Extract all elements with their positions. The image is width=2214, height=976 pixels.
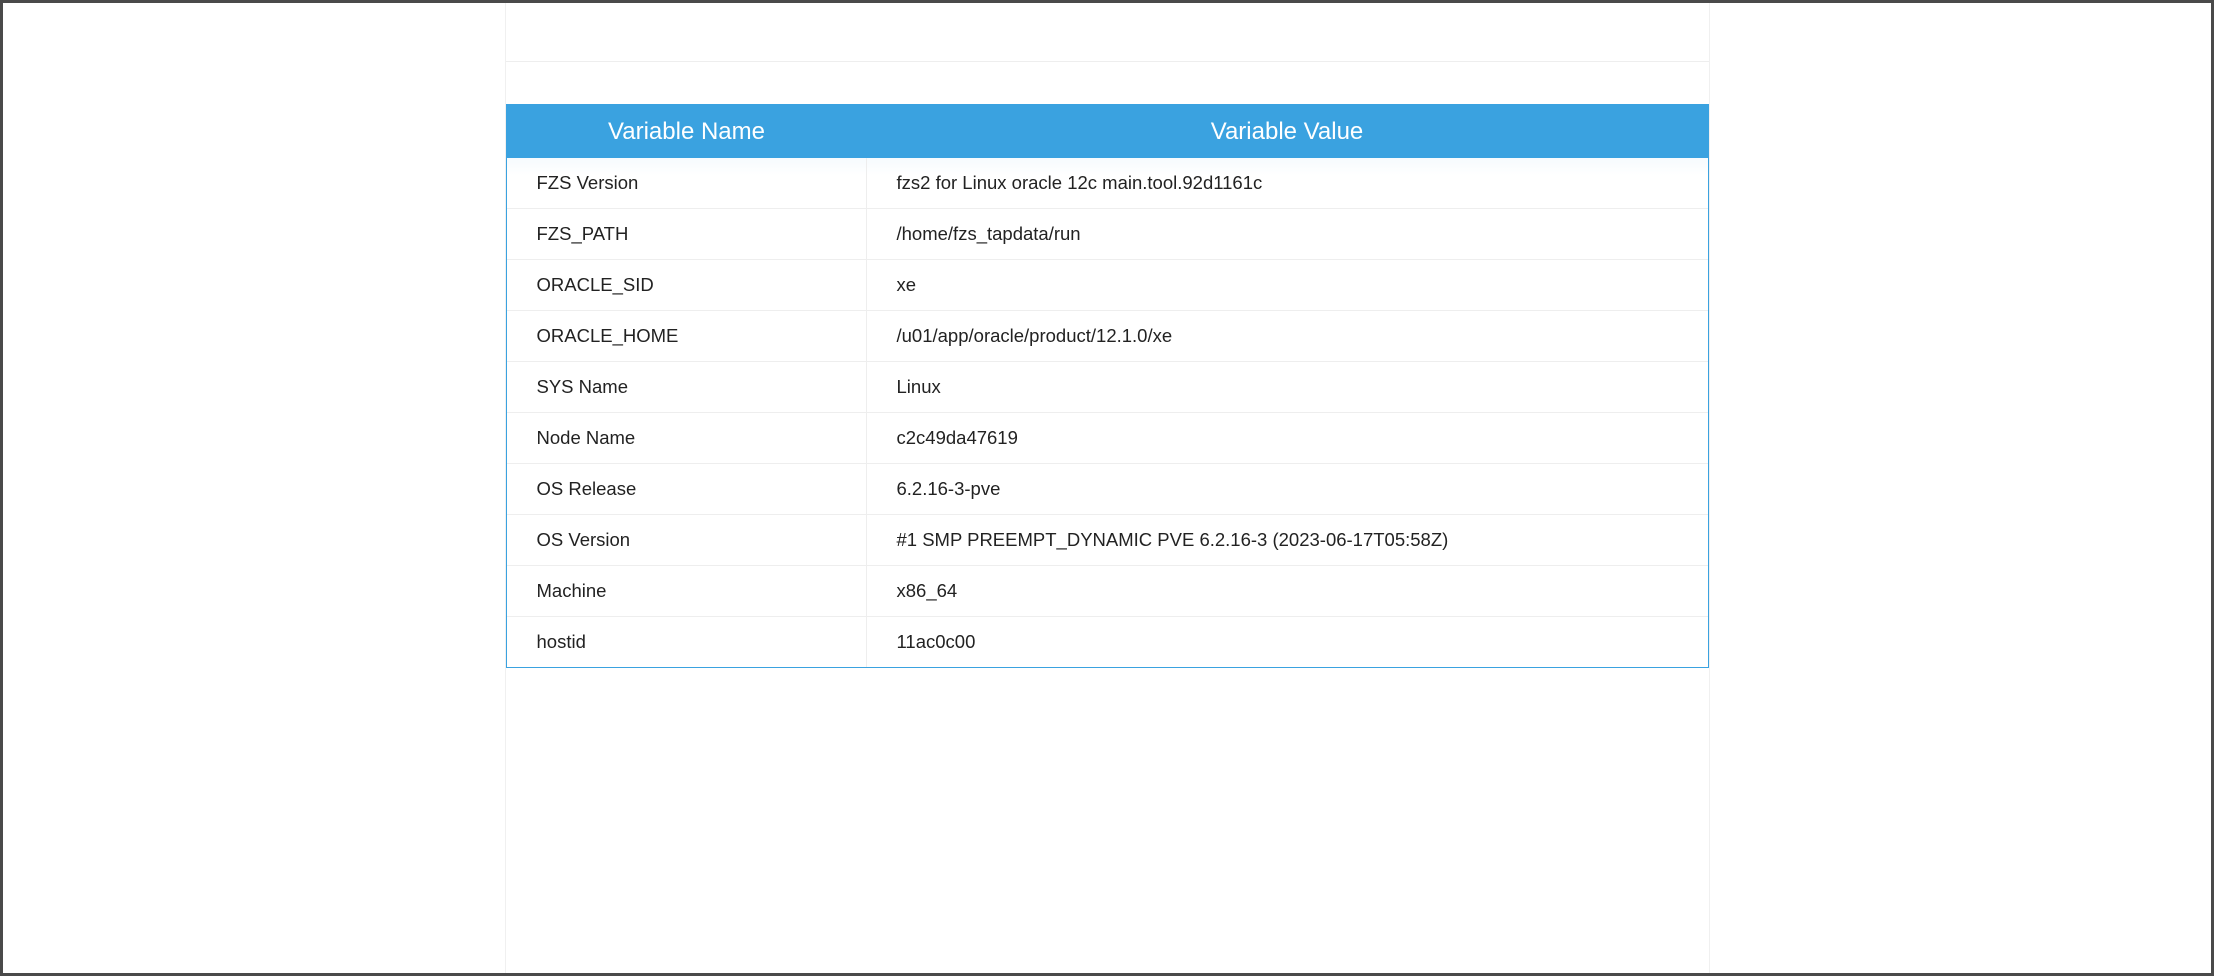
variables-table: Variable Name Variable Value FZS Version…	[506, 104, 1709, 668]
table-row: FZS_PATH /home/fzs_tapdata/run	[507, 208, 1708, 259]
cell-variable-value: /home/fzs_tapdata/run	[867, 208, 1708, 259]
table-row: SYS Name Linux	[507, 361, 1708, 412]
cell-variable-value: 6.2.16-3-pve	[867, 463, 1708, 514]
cell-variable-name: OS Release	[507, 463, 867, 514]
cell-variable-value: x86_64	[867, 565, 1708, 616]
cell-variable-value: /u01/app/oracle/product/12.1.0/xe	[867, 310, 1708, 361]
cell-variable-name: FZS Version	[507, 158, 867, 208]
cell-variable-name: Node Name	[507, 412, 867, 463]
cell-variable-value: fzs2 for Linux oracle 12c main.tool.92d1…	[867, 158, 1708, 208]
cell-variable-name: ORACLE_SID	[507, 259, 867, 310]
table-row: OS Release 6.2.16-3-pve	[507, 463, 1708, 514]
table-row: Machine x86_64	[507, 565, 1708, 616]
header-variable-name: Variable Name	[507, 105, 867, 158]
table-body: FZS Version fzs2 for Linux oracle 12c ma…	[507, 158, 1708, 667]
top-divider	[506, 61, 1709, 62]
header-variable-value: Variable Value	[867, 105, 1708, 158]
table-row: ORACLE_HOME /u01/app/oracle/product/12.1…	[507, 310, 1708, 361]
table-row: hostid 11ac0c00	[507, 616, 1708, 667]
cell-variable-value: 11ac0c00	[867, 616, 1708, 667]
cell-variable-value: c2c49da47619	[867, 412, 1708, 463]
table-row: FZS Version fzs2 for Linux oracle 12c ma…	[507, 158, 1708, 208]
cell-variable-name: OS Version	[507, 514, 867, 565]
cell-variable-name: hostid	[507, 616, 867, 667]
table-header-row: Variable Name Variable Value	[507, 105, 1708, 158]
cell-variable-name: Machine	[507, 565, 867, 616]
cell-variable-value: Linux	[867, 361, 1708, 412]
variables-table-container: Variable Name Variable Value FZS Version…	[506, 104, 1709, 668]
cell-variable-name: ORACLE_HOME	[507, 310, 867, 361]
content-area: Variable Name Variable Value FZS Version…	[505, 3, 1710, 973]
cell-variable-name: FZS_PATH	[507, 208, 867, 259]
table-row: OS Version #1 SMP PREEMPT_DYNAMIC PVE 6.…	[507, 514, 1708, 565]
cell-variable-value: #1 SMP PREEMPT_DYNAMIC PVE 6.2.16-3 (202…	[867, 514, 1708, 565]
cell-variable-value: xe	[867, 259, 1708, 310]
table-row: Node Name c2c49da47619	[507, 412, 1708, 463]
table-row: ORACLE_SID xe	[507, 259, 1708, 310]
cell-variable-name: SYS Name	[507, 361, 867, 412]
page-wrapper: Variable Name Variable Value FZS Version…	[3, 3, 2211, 973]
